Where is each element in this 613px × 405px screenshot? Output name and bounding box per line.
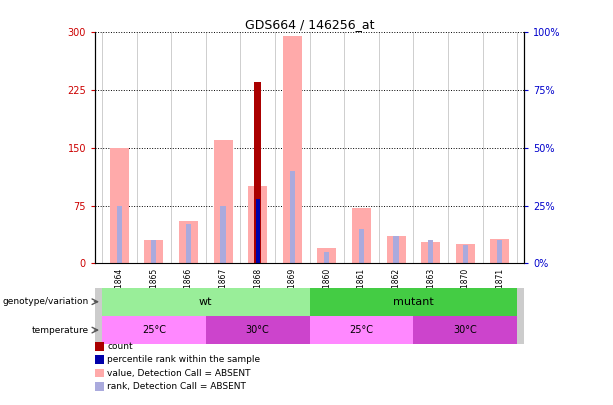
Bar: [387, 237, 406, 263]
Bar: [248, 186, 267, 263]
Bar: [394, 236, 398, 263]
Bar: [255, 198, 261, 263]
Text: count: count: [107, 342, 133, 351]
Text: percentile rank within the sample: percentile rank within the sample: [107, 355, 261, 364]
Bar: [102, 288, 310, 316]
Text: genotype/variation: genotype/variation: [2, 297, 89, 306]
Text: 25°C: 25°C: [349, 325, 373, 335]
Text: temperature: temperature: [32, 326, 89, 335]
Bar: [206, 316, 310, 344]
Text: mutant: mutant: [393, 297, 434, 307]
Bar: [490, 239, 509, 263]
Bar: [221, 205, 226, 263]
Title: GDS664 / 146256_at: GDS664 / 146256_at: [245, 18, 375, 31]
Text: value, Detection Call = ABSENT: value, Detection Call = ABSENT: [107, 369, 251, 377]
Text: 30°C: 30°C: [454, 325, 477, 335]
Bar: [110, 148, 129, 263]
Bar: [290, 171, 295, 263]
Text: wt: wt: [199, 297, 213, 307]
Text: 25°C: 25°C: [142, 325, 166, 335]
Bar: [102, 316, 206, 344]
Bar: [421, 242, 440, 263]
Bar: [283, 36, 302, 263]
Bar: [456, 244, 475, 263]
Bar: [318, 248, 337, 263]
Bar: [497, 240, 503, 263]
Bar: [116, 205, 122, 263]
Bar: [413, 316, 517, 344]
Bar: [256, 198, 260, 263]
Bar: [213, 140, 232, 263]
Bar: [310, 316, 413, 344]
Bar: [324, 252, 329, 263]
Bar: [310, 288, 517, 316]
Bar: [463, 245, 468, 263]
Bar: [144, 240, 163, 263]
Bar: [186, 224, 191, 263]
Text: 30°C: 30°C: [246, 325, 270, 335]
Text: rank, Detection Call = ABSENT: rank, Detection Call = ABSENT: [107, 382, 246, 391]
Bar: [352, 208, 371, 263]
Bar: [151, 240, 156, 263]
Bar: [359, 228, 364, 263]
Bar: [428, 240, 433, 263]
Bar: [179, 221, 198, 263]
Bar: [254, 82, 261, 263]
